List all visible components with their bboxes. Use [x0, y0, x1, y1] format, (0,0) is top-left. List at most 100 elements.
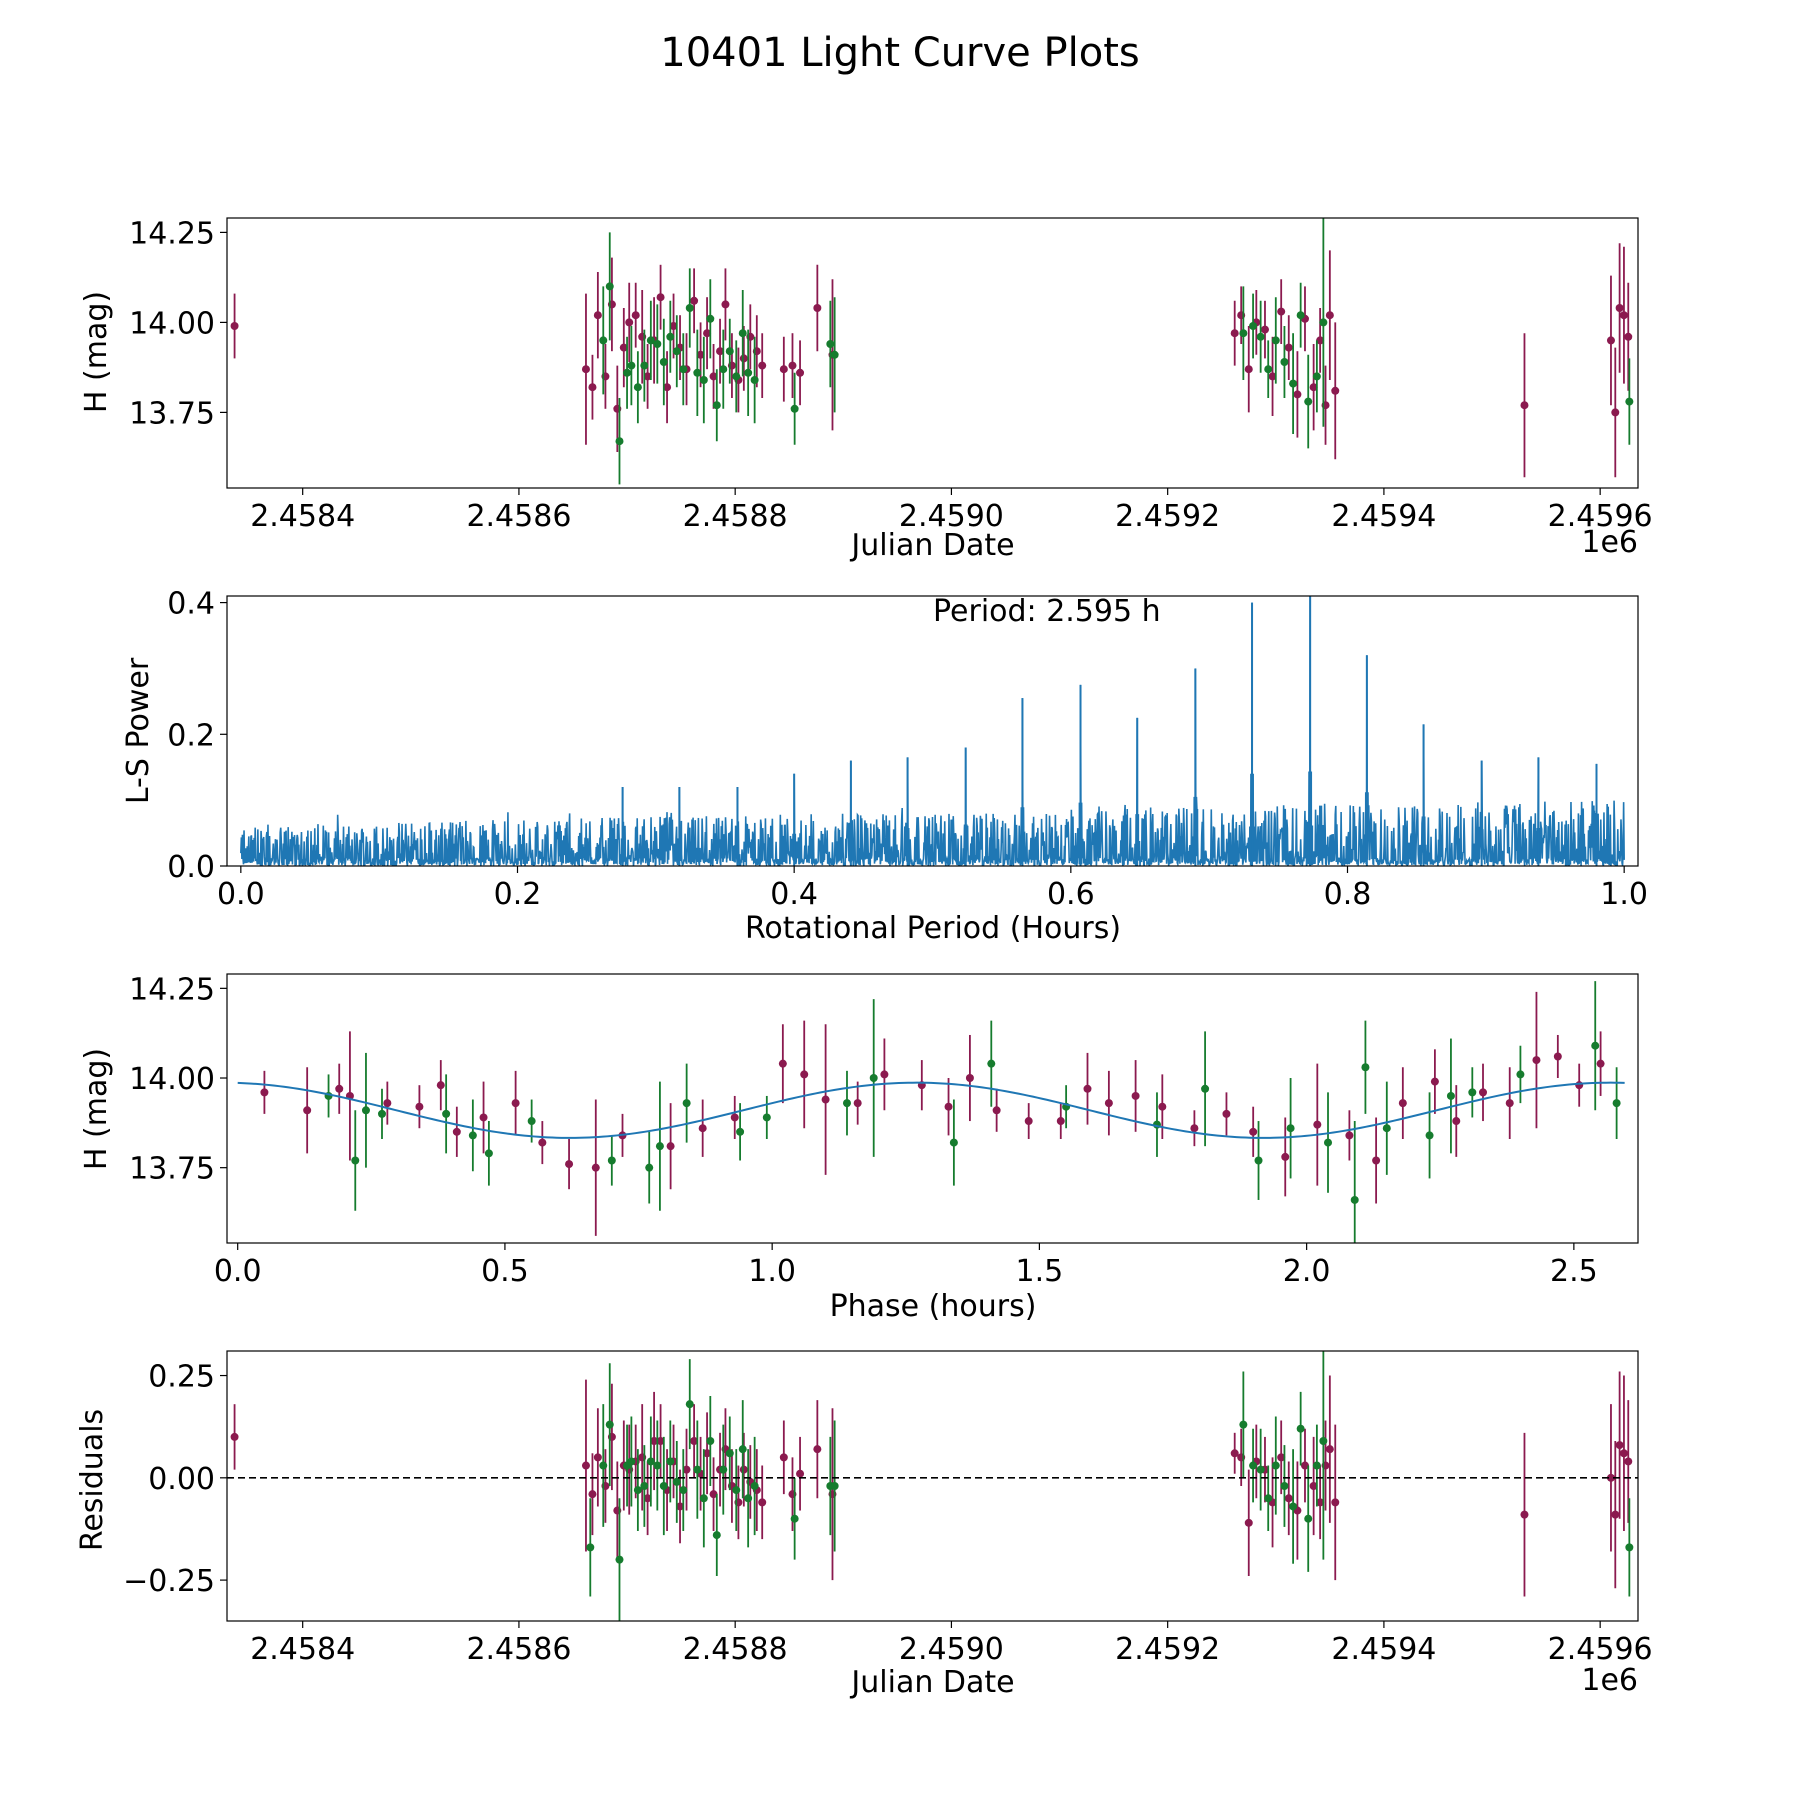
light-curve-xtick-label: 2.4590	[899, 499, 1004, 534]
phased-curve-point-green	[736, 1127, 745, 1136]
periodogram-xlabel: Rotational Period (Hours)	[745, 911, 1121, 946]
light-curve-point-magenta	[663, 383, 672, 392]
residuals-ytick-label: 0.00	[148, 1462, 215, 1497]
residuals-point-green	[1304, 1514, 1313, 1523]
periodogram-plot-area: 0.0 0.2 0.4 0.6 0.8 1.0 0.0 0.2 0.4	[167, 587, 1648, 912]
clip-group	[227, 1351, 1638, 1621]
light-curve-point-magenta	[1624, 332, 1633, 341]
phased-curve-xtick-label: 2.0	[1283, 1254, 1331, 1289]
phased-curve-point-magenta	[479, 1113, 488, 1122]
light-curve-point-magenta	[813, 304, 822, 312]
periodogram-period-annotation: Period: 2.595 h	[933, 594, 1161, 629]
residuals-point-magenta	[1615, 1441, 1624, 1450]
light-curve-point-green	[706, 314, 715, 323]
light-curve-point-magenta	[643, 372, 652, 381]
light-curve-xlabel: Julian Date	[849, 528, 1014, 563]
residuals-point-green	[666, 1457, 675, 1466]
residuals-point-magenta	[1300, 1461, 1309, 1470]
residuals-point-green	[1625, 1543, 1634, 1552]
residuals-point-magenta	[1244, 1518, 1253, 1527]
residuals-ytick-label: −0.25	[123, 1564, 215, 1599]
phased-curve-point-green	[949, 1138, 958, 1147]
phased-curve-point-magenta	[821, 1095, 830, 1104]
light-curve-point-green	[1312, 372, 1321, 381]
phased-curve-point-magenta	[778, 1059, 787, 1068]
periodogram-line	[240, 596, 1625, 866]
phased-curve-point-magenta	[800, 1070, 809, 1079]
light-curve-point-green	[1625, 397, 1634, 406]
light-curve-point-magenta	[1619, 311, 1628, 320]
phased-curve-point-magenta	[1281, 1152, 1290, 1161]
phased-curve-point-magenta	[1158, 1102, 1167, 1111]
phased-curve-point-green	[682, 1099, 691, 1108]
residuals-xtick-label: 2.4588	[683, 1632, 788, 1667]
residuals-frame	[226, 1350, 1639, 1622]
phased-curve-point-magenta	[1452, 1117, 1461, 1126]
light-curve-point-green	[1280, 358, 1289, 366]
light-curve-xtick-label: 2.4592	[1115, 499, 1220, 534]
light-curve-point-magenta	[1316, 336, 1325, 345]
phased-curve-point-magenta	[1575, 1081, 1584, 1090]
light-curve-point-magenta	[230, 322, 239, 330]
light-curve-point-magenta	[1611, 408, 1620, 417]
light-curve-point-magenta	[1268, 372, 1277, 381]
light-curve-point-magenta	[703, 329, 712, 338]
phased-curve-point-magenta	[1222, 1109, 1231, 1118]
residuals-point-green	[1319, 1437, 1328, 1445]
phased-curve-xtick-label: 2.5	[1550, 1254, 1598, 1289]
light-curve-point-magenta	[716, 347, 725, 356]
light-curve-ylabel: H (mag)	[79, 291, 114, 413]
clip-group	[237, 981, 1625, 1243]
light-curve-offset-text: 1e6	[1581, 525, 1638, 560]
phased-curve-plot-area: 0.0 0.5 1.0 1.5 2.0 2.5 13.75 14.00 14.25	[129, 972, 1639, 1289]
phased-curve-point-green	[1468, 1088, 1477, 1097]
residuals-xtick-label: 2.4586	[466, 1632, 571, 1667]
residuals-point-green	[685, 1400, 694, 1409]
light-curve-point-green	[685, 304, 694, 312]
light-curve-point-green	[1239, 329, 1248, 338]
light-curve-point-magenta	[625, 318, 634, 327]
light-curve-point-magenta	[1520, 401, 1529, 410]
phased-curve-xtick-label: 0.5	[481, 1254, 529, 1289]
residuals-point-green	[615, 1555, 624, 1564]
residuals-point-green	[659, 1482, 668, 1490]
residuals-point-magenta	[1606, 1473, 1615, 1482]
light-curve-point-green	[830, 350, 839, 359]
phased-curve-point-green	[1612, 1099, 1621, 1108]
light-curve-point-magenta	[1331, 386, 1340, 395]
light-curve-point-magenta	[779, 365, 788, 374]
light-curve-point-green	[646, 336, 655, 345]
phased-curve-point-magenta	[1249, 1127, 1258, 1136]
light-curve-ytick-label: 13.75	[129, 396, 215, 431]
phased-curve-point-green	[762, 1113, 771, 1122]
light-curve-point-magenta	[690, 296, 699, 305]
residuals-point-green	[719, 1465, 728, 1474]
residuals-point-green	[1271, 1461, 1280, 1470]
residuals-point-magenta	[1284, 1494, 1293, 1503]
residuals-point-magenta	[1325, 1445, 1334, 1454]
phased-curve-panel: 0.0 0.5 1.0 1.5 2.0 2.5 13.75 14.00 14.25 Phase …	[79, 972, 1639, 1324]
phased-curve-point-magenta	[1430, 1077, 1439, 1086]
residuals-xtick-label: 2.4592	[1115, 1632, 1220, 1667]
light-curve-point-magenta	[739, 354, 748, 363]
residuals-point-green	[706, 1437, 715, 1445]
light-curve-point-green	[1289, 379, 1298, 388]
light-curve-xtick-label: 2.4594	[1331, 499, 1436, 534]
residuals-xtick-label: 2.4584	[250, 1632, 355, 1667]
residuals-point-green	[679, 1486, 688, 1495]
light-curve-point-magenta	[1260, 325, 1269, 334]
residuals-point-magenta	[703, 1449, 712, 1458]
residuals-point-magenta	[581, 1461, 590, 1470]
light-curve-point-magenta	[721, 300, 730, 309]
clip-group	[240, 596, 1625, 866]
phased-curve-point-magenta	[944, 1102, 953, 1111]
phased-curve-point-green	[527, 1117, 536, 1126]
residuals-point-magenta	[1520, 1510, 1529, 1519]
phased-curve-point-magenta	[853, 1099, 862, 1108]
phased-curve-point-green	[442, 1109, 451, 1118]
light-curve-point-magenta	[1284, 343, 1293, 352]
residuals-ytick-label: 0.25	[148, 1360, 215, 1395]
phased-curve-xlabel: Phase (hours)	[830, 1289, 1037, 1324]
light-curve-ytick-label: 14.25	[129, 216, 215, 251]
